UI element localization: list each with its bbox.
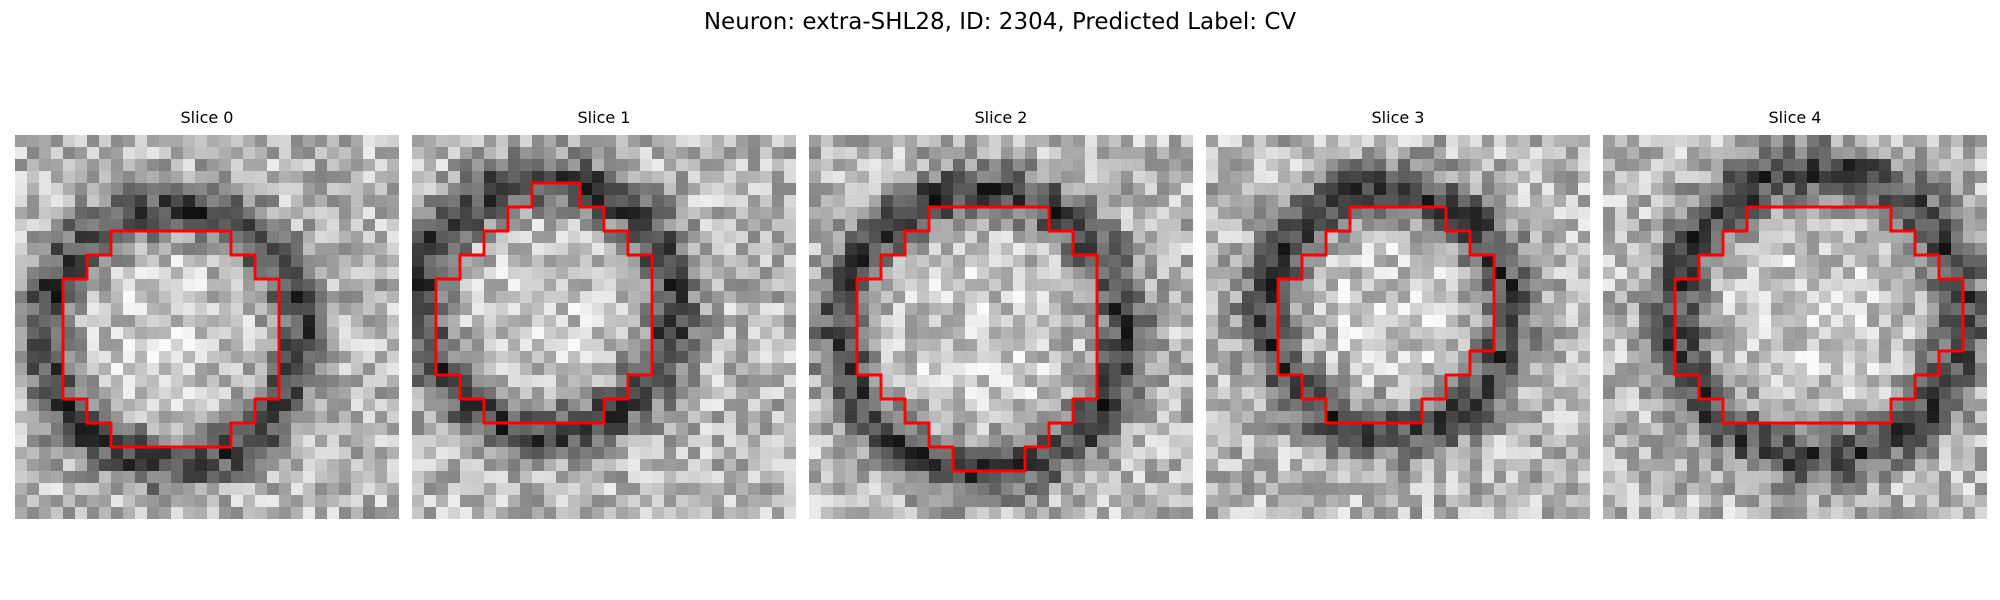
contour-outline	[434, 181, 654, 425]
figure-title: Neuron: extra-SHL28, ID: 2304, Predicted…	[703, 9, 1297, 35]
slice-image	[15, 135, 399, 519]
slice-title: Slice 3	[1371, 108, 1425, 127]
slice-title: Slice 4	[1768, 108, 1822, 127]
contour-outline	[1673, 205, 1965, 425]
slice-image	[1206, 135, 1590, 519]
slice-title: Slice 0	[180, 108, 234, 127]
slice-image	[809, 135, 1193, 519]
contour-outline	[1276, 205, 1496, 425]
slice-title: Slice 2	[974, 108, 1028, 127]
contour-outline	[61, 229, 281, 449]
contour-outline	[855, 205, 1099, 473]
slice-image	[412, 135, 796, 519]
slice-title: Slice 1	[577, 108, 631, 127]
slice-image	[1603, 135, 1987, 519]
